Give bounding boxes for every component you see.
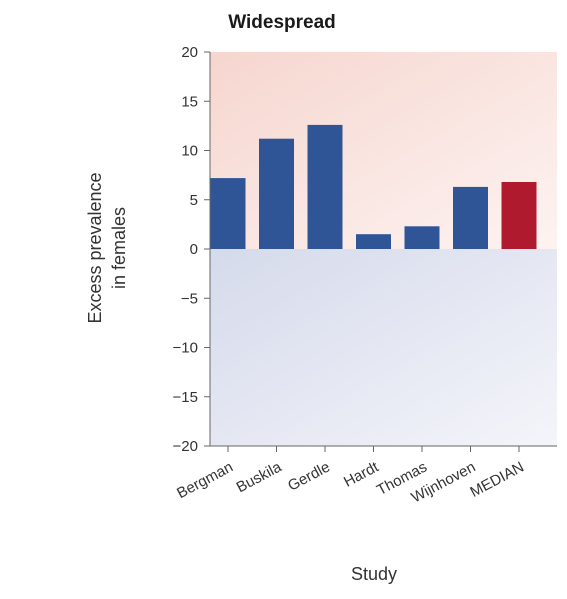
x-tick-label-bergman: Bergman <box>174 459 236 503</box>
bar-gerdle <box>307 124 343 249</box>
negative-region-background <box>210 249 557 446</box>
bar-buskila <box>259 138 294 249</box>
y-tick-label: 15 <box>181 93 198 110</box>
y-tick-label: 10 <box>181 143 198 160</box>
y-tick-label: −5 <box>181 290 198 307</box>
y-tick-label: 0 <box>190 241 198 258</box>
chart-title: Widespread <box>228 12 336 33</box>
y-tick-label: 5 <box>190 192 198 209</box>
y-tick-label: 20 <box>181 44 198 61</box>
y-tick-label: −15 <box>173 389 198 406</box>
x-axis-label: Study <box>351 564 397 584</box>
bar-bergman <box>210 178 246 249</box>
y-axis: 20 15 10 5 0 −5 −10 −15 −20 <box>173 44 211 455</box>
y-axis-label-line-2: in females <box>109 207 129 289</box>
bar-wijnhoven <box>453 186 488 249</box>
bar-hardt <box>356 234 391 249</box>
x-tick-label-median: MEDIAN <box>467 459 526 501</box>
bar-median <box>501 182 537 249</box>
bar-thomas <box>404 226 440 249</box>
y-tick-label: −20 <box>173 438 198 455</box>
bars-group <box>210 124 537 249</box>
x-tick-label-gerdle: Gerdle <box>285 459 333 495</box>
y-tick-label: −10 <box>173 340 198 357</box>
y-axis-label-line-1: Excess prevalence <box>85 172 105 323</box>
x-tick-label-buskila: Buskila <box>234 458 285 496</box>
